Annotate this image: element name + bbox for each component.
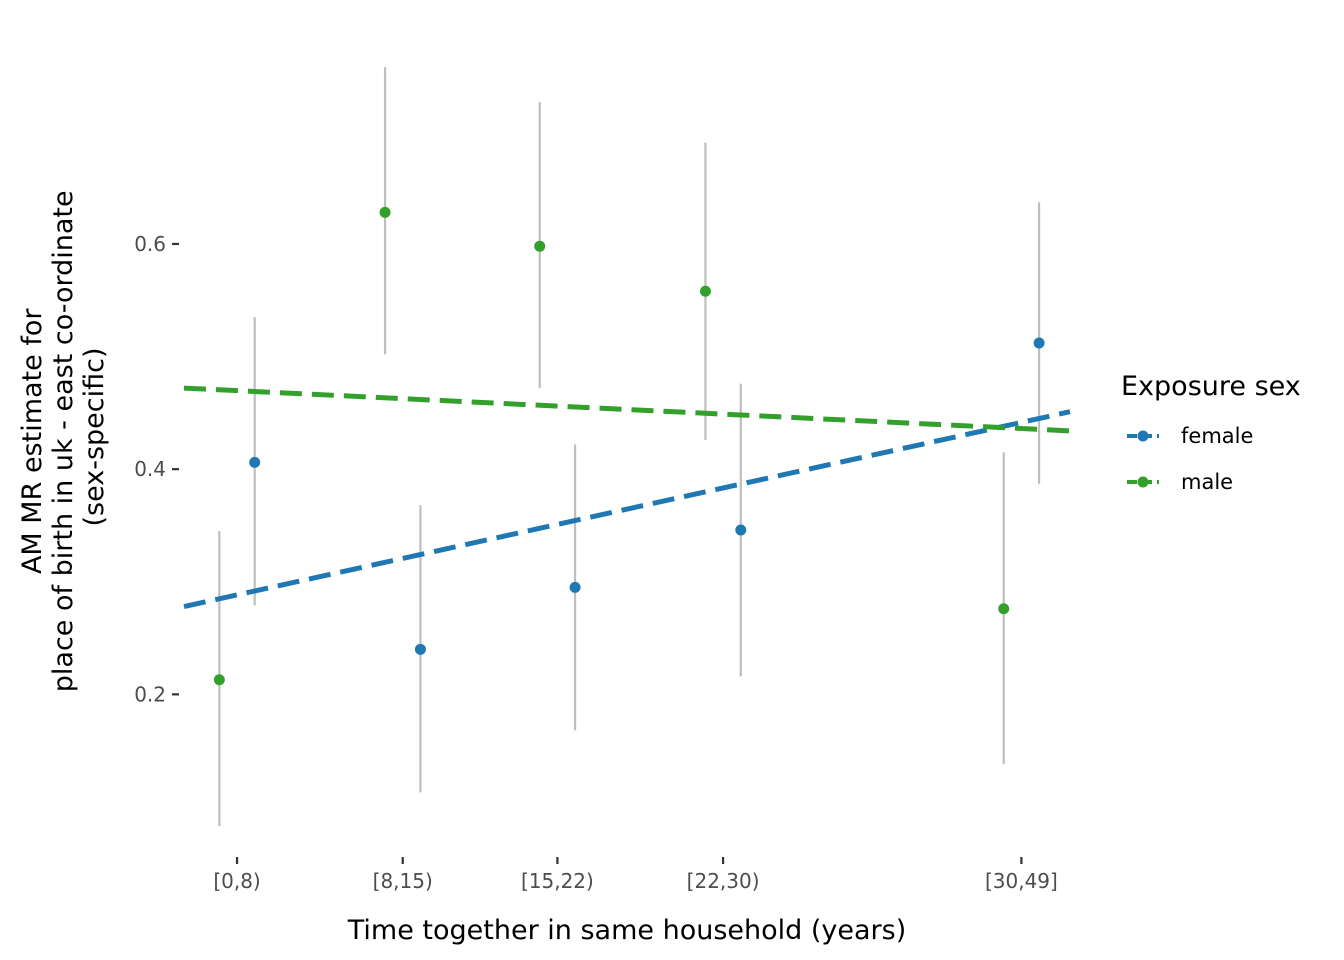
- legend-item-male: male: [1127, 470, 1233, 494]
- point-male-0-8: [213, 674, 225, 686]
- x-tick-label-8-15: [8,15): [373, 869, 433, 893]
- y-axis: 0.2 0.4 0.6: [134, 232, 179, 706]
- point-female-30-49: [1033, 337, 1045, 349]
- point-male-22-30: [699, 285, 711, 297]
- y-axis-title-line-1: AM MR estimate for: [17, 308, 48, 574]
- point-female-15-22: [569, 581, 581, 593]
- data-points: [213, 206, 1045, 686]
- legend-label-male: male: [1181, 470, 1233, 494]
- y-axis-title-line-2: place of birth in uk - east co-ordinate: [48, 190, 79, 692]
- legend-item-female: female: [1127, 424, 1253, 448]
- legend: Exposure sex female male: [1121, 371, 1301, 494]
- x-axis-title: Time together in same household (years): [347, 915, 906, 946]
- y-axis-title-line-3: (sex-specific): [79, 347, 110, 526]
- x-tick-label-15-22: [15,22): [521, 869, 594, 893]
- trend-lines: [183, 385, 1071, 609]
- point-female-0-8: [249, 456, 261, 468]
- y-axis-title: AM MR estimate for place of birth in uk …: [17, 182, 110, 692]
- legend-key-dot-female: [1137, 430, 1149, 442]
- point-female-8-15: [414, 643, 426, 655]
- x-axis: [0,8) [8,15) [15,22) [22,30) [30,49]: [213, 857, 1058, 893]
- x-tick-label-30-49: [30,49]: [985, 869, 1058, 893]
- x-tick-label-22-30: [22,30): [687, 869, 760, 893]
- point-male-30-49: [998, 603, 1010, 615]
- x-tick-label-0-8: [0,8): [213, 869, 260, 893]
- point-male-15-22: [534, 240, 546, 252]
- legend-title: Exposure sex: [1121, 371, 1301, 402]
- y-tick-label-0.2: 0.2: [134, 682, 166, 706]
- point-male-8-15: [379, 206, 391, 218]
- trend-line-male: [183, 385, 1071, 434]
- y-tick-label-0.4: 0.4: [134, 457, 166, 481]
- legend-key-dot-male: [1137, 476, 1149, 488]
- point-female-22-30: [735, 524, 747, 536]
- y-tick-label-0.6: 0.6: [134, 232, 166, 256]
- trend-line-female: [183, 409, 1071, 609]
- legend-label-female: female: [1181, 424, 1253, 448]
